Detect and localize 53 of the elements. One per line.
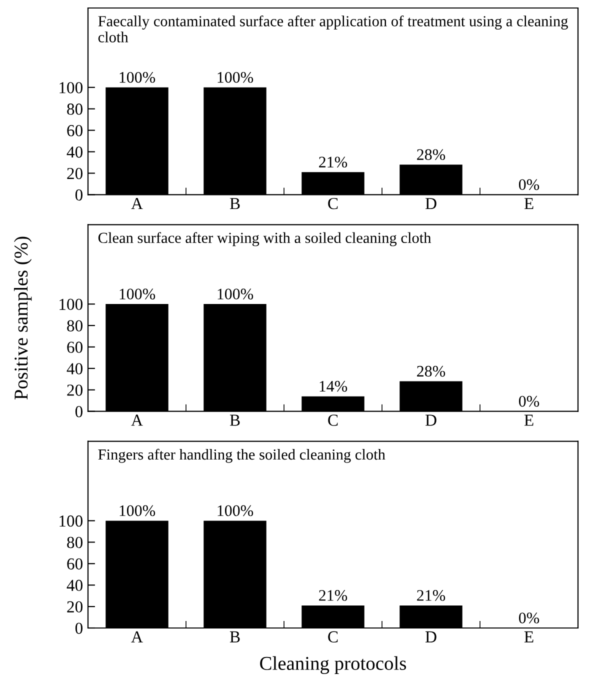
data-label: 21% <box>319 590 348 601</box>
y-tick-label: 60 <box>67 558 83 570</box>
chart-title: Fingers after handling the soiled cleaning cloth <box>98 448 386 463</box>
x-tick-label: C <box>328 631 338 643</box>
x-tick-label: D <box>425 631 436 642</box>
x-tick-label: B <box>230 631 240 642</box>
data-label: 100% <box>218 72 254 83</box>
chart-title: Clean surface after wiping with a soiled cleaning cloth <box>98 232 432 246</box>
data-label: 0% <box>518 179 540 190</box>
data-label: 100% <box>120 505 156 516</box>
x-tick-label: B <box>230 198 240 210</box>
y-tick-label: 0 <box>75 189 83 201</box>
y-tick-label: 20 <box>67 384 83 396</box>
data-label: 100% <box>120 72 156 83</box>
y-axis-title: Positive samples (%) <box>14 236 32 400</box>
data-label: 0% <box>518 396 540 407</box>
y-tick-label: 100 <box>60 515 83 527</box>
x-tick-label: E <box>524 414 534 426</box>
x-tick-label: C <box>328 198 338 210</box>
data-label: 100% <box>218 505 254 516</box>
y-tick-label: 0 <box>75 406 83 418</box>
y-tick-label: 20 <box>67 168 83 180</box>
data-label: 21% <box>319 156 348 168</box>
y-tick-label: 40 <box>66 580 83 592</box>
x-axis-title: Cleaning protocols <box>260 656 406 674</box>
y-tick-label: 60 <box>67 125 83 136</box>
y-tick-label: 100 <box>60 298 83 310</box>
x-tick-label: D <box>425 198 436 210</box>
x-tick-label: D <box>425 414 436 426</box>
y-tick-label: 40 <box>66 146 83 158</box>
data-label: 0% <box>518 612 540 624</box>
y-tick-label: 80 <box>67 536 83 548</box>
y-tick-label: 100 <box>60 82 83 94</box>
data-label: 14% <box>320 380 348 392</box>
x-tick-label: B <box>230 414 240 426</box>
data-label: 100% <box>120 288 156 300</box>
data-label: 21% <box>417 590 446 601</box>
x-tick-label: C <box>328 414 338 426</box>
text: Faecally contaminated surface after application of treatment using a cleaning cloth <box>98 15 568 42</box>
data-label: 100% <box>218 288 254 300</box>
x-tick-label: E <box>524 198 534 210</box>
y-tick-label: 80 <box>67 104 83 115</box>
data-label: 28% <box>417 366 446 377</box>
x-tick-label: A <box>131 414 143 426</box>
y-tick-label: 80 <box>67 320 83 332</box>
data-label: 28% <box>417 149 446 160</box>
x-tick-label: A <box>131 198 143 210</box>
y-tick-label: 60 <box>67 342 83 353</box>
y-tick-label: 0 <box>75 622 83 634</box>
y-tick-label: 40 <box>66 363 83 374</box>
x-tick-label: A <box>131 631 143 642</box>
y-tick-label: 20 <box>67 601 83 612</box>
x-tick-label: E <box>524 631 534 642</box>
